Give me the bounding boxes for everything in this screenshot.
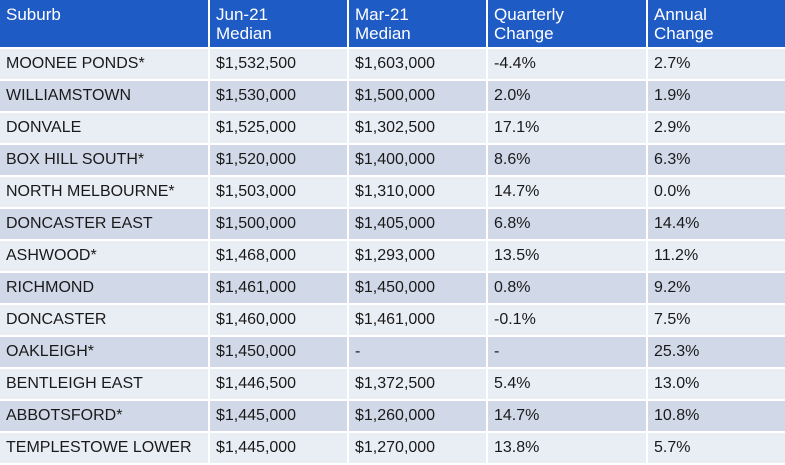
table-row: ABBOTSFORD* $1,445,000 $1,260,000 14.7% 10.8…	[0, 400, 785, 433]
cell-jun-21-median: $1,503,000	[209, 176, 349, 209]
cell-suburb: TEMPLESTOWE LOWER	[0, 432, 210, 465]
header-line: Annual	[654, 5, 707, 24]
header-jun-21-median: Jun-21 Median	[209, 0, 349, 49]
cell-annual-change: 0.0%	[647, 176, 785, 209]
header-row: Suburb Jun-21 Median Mar-21 Median Quart…	[0, 0, 785, 49]
cell-mar-21-median: $1,302,500	[348, 112, 488, 145]
table-row: TEMPLESTOWE LOWER $1,445,000 $1,270,000 13.…	[0, 432, 785, 465]
cell-jun-21-median: $1,520,000	[209, 144, 349, 177]
cell-quarterly-change: 14.7%	[487, 176, 648, 209]
cell-jun-21-median: $1,445,000	[209, 400, 349, 433]
header-line: Median	[355, 24, 411, 43]
cell-annual-change: 13.0%	[647, 368, 785, 401]
cell-quarterly-change: 6.8%	[487, 208, 648, 241]
cell-jun-21-median: $1,445,000	[209, 432, 349, 465]
cell-mar-21-median: $1,310,000	[348, 176, 488, 209]
cell-annual-change: 9.2%	[647, 272, 785, 305]
cell-quarterly-change: -	[487, 336, 648, 369]
cell-jun-21-median: $1,460,000	[209, 304, 349, 337]
table-row: BOX HILL SOUTH* $1,520,000 $1,400,000 8.6% 6…	[0, 144, 785, 177]
cell-mar-21-median: -	[348, 336, 488, 369]
cell-suburb: MOONEE PONDS*	[0, 48, 210, 81]
table-row: NORTH MELBOURNE* $1,503,000 $1,310,000 14.7…	[0, 176, 785, 209]
cell-jun-21-median: $1,468,000	[209, 240, 349, 273]
cell-suburb: BOX HILL SOUTH*	[0, 144, 210, 177]
cell-jun-21-median: $1,446,500	[209, 368, 349, 401]
cell-mar-21-median: $1,450,000	[348, 272, 488, 305]
cell-jun-21-median: $1,525,000	[209, 112, 349, 145]
cell-annual-change: 14.4%	[647, 208, 785, 241]
cell-quarterly-change: 2.0%	[487, 80, 648, 113]
cell-suburb: DONVALE	[0, 112, 210, 145]
cell-quarterly-change: -4.4%	[487, 48, 648, 81]
cell-annual-change: 6.3%	[647, 144, 785, 177]
header-suburb-label: Suburb	[6, 5, 61, 24]
cell-mar-21-median: $1,260,000	[348, 400, 488, 433]
cell-mar-21-median: $1,293,000	[348, 240, 488, 273]
cell-jun-21-median: $1,461,000	[209, 272, 349, 305]
cell-mar-21-median: $1,405,000	[348, 208, 488, 241]
cell-quarterly-change: -0.1%	[487, 304, 648, 337]
cell-annual-change: 1.9%	[647, 80, 785, 113]
cell-annual-change: 25.3%	[647, 336, 785, 369]
cell-suburb: RICHMOND	[0, 272, 210, 305]
header-quarterly-change: Quarterly Change	[487, 0, 648, 49]
table-row: OAKLEIGH* $1,450,000- -25.3%	[0, 336, 785, 369]
header-line: Quarterly	[494, 5, 564, 24]
table-row: DONVALE $1,525,000 $1,302,500 17.1% 2.9%	[0, 112, 785, 145]
cell-annual-change: 7.5%	[647, 304, 785, 337]
cell-suburb: DONCASTER	[0, 304, 210, 337]
cell-mar-21-median: $1,372,500	[348, 368, 488, 401]
cell-suburb: DONCASTER EAST	[0, 208, 210, 241]
cell-mar-21-median: $1,461,000	[348, 304, 488, 337]
cell-annual-change: 2.7%	[647, 48, 785, 81]
cell-annual-change: 2.9%	[647, 112, 785, 145]
cell-jun-21-median: $1,530,000	[209, 80, 349, 113]
table-row: DONCASTER $1,460,000 $1,461,000 -0.1% 7.5%	[0, 304, 785, 337]
header-annual-change: Annual Change	[647, 0, 785, 49]
header-mar-21-median: Mar-21 Median	[348, 0, 488, 49]
cell-annual-change: 10.8%	[647, 400, 785, 433]
table-row: RICHMOND $1,461,000 $1,450,000 0.8% 9.2%	[0, 272, 785, 305]
cell-jun-21-median: $1,450,000	[209, 336, 349, 369]
cell-quarterly-change: 14.7%	[487, 400, 648, 433]
table-body: MOONEE PONDS* $1,532,500 $1,603,000 -4.4% 2.…	[0, 48, 785, 465]
cell-quarterly-change: 0.8%	[487, 272, 648, 305]
cell-quarterly-change: 17.1%	[487, 112, 648, 145]
header-line: Mar-21	[355, 5, 409, 24]
cell-mar-21-median: $1,270,000	[348, 432, 488, 465]
cell-quarterly-change: 8.6%	[487, 144, 648, 177]
cell-mar-21-median: $1,603,000	[348, 48, 488, 81]
cell-suburb: WILLIAMSTOWN	[0, 80, 210, 113]
cell-suburb: OAKLEIGH*	[0, 336, 210, 369]
header-line: Change	[654, 24, 714, 43]
cell-quarterly-change: 5.4%	[487, 368, 648, 401]
cell-jun-21-median: $1,532,500	[209, 48, 349, 81]
table-row: BENTLEIGH EAST $1,446,500 $1,372,500 5.4% 13…	[0, 368, 785, 401]
table-row: WILLIAMSTOWN $1,530,000 $1,500,000 2.0% 1.9%	[0, 80, 785, 113]
cell-suburb: ABBOTSFORD*	[0, 400, 210, 433]
header-line: Median	[216, 24, 272, 43]
cell-suburb: BENTLEIGH EAST	[0, 368, 210, 401]
header-line: Change	[494, 24, 554, 43]
header-line: Jun-21	[216, 5, 268, 24]
table-row: MOONEE PONDS* $1,532,500 $1,603,000 -4.4% 2.…	[0, 48, 785, 81]
cell-suburb: ASHWOOD*	[0, 240, 210, 273]
cell-quarterly-change: 13.5%	[487, 240, 648, 273]
table-row: DONCASTER EAST $1,500,000 $1,405,000 6.8% 14…	[0, 208, 785, 241]
cell-mar-21-median: $1,400,000	[348, 144, 488, 177]
cell-quarterly-change: 13.8%	[487, 432, 648, 465]
cell-mar-21-median: $1,500,000	[348, 80, 488, 113]
cell-jun-21-median: $1,500,000	[209, 208, 349, 241]
cell-annual-change: 5.7%	[647, 432, 785, 465]
header-suburb: Suburb	[0, 0, 210, 49]
table-row: ASHWOOD* $1,468,000 $1,293,000 13.5% 11.2%	[0, 240, 785, 273]
cell-suburb: NORTH MELBOURNE*	[0, 176, 210, 209]
cell-annual-change: 11.2%	[647, 240, 785, 273]
